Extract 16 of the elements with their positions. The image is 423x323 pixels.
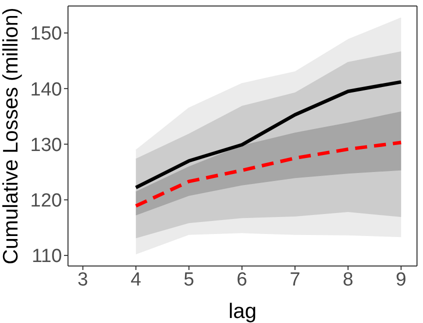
x-tick-label: 3 bbox=[78, 269, 88, 290]
y-tick-label: 140 bbox=[30, 79, 62, 100]
y-axis-title: Cumulative Losses (million) bbox=[0, 8, 22, 264]
x-tick-label: 8 bbox=[342, 269, 354, 290]
x-tick-label: 7 bbox=[290, 269, 300, 290]
x-tick-label: 9 bbox=[396, 269, 406, 290]
y-tick-label: 150 bbox=[30, 24, 62, 45]
y-tick-label: 110 bbox=[32, 246, 62, 268]
x-axis-title: lag bbox=[228, 300, 257, 323]
x-tick-label: 6 bbox=[236, 269, 248, 290]
x-tick-label: 5 bbox=[184, 269, 194, 290]
y-tick-label: 120 bbox=[30, 190, 62, 212]
line-series bbox=[134, 80, 403, 190]
y-tick-label: 130 bbox=[30, 134, 62, 156]
x-tick-label: 4 bbox=[130, 269, 142, 290]
line-series bbox=[134, 140, 403, 208]
